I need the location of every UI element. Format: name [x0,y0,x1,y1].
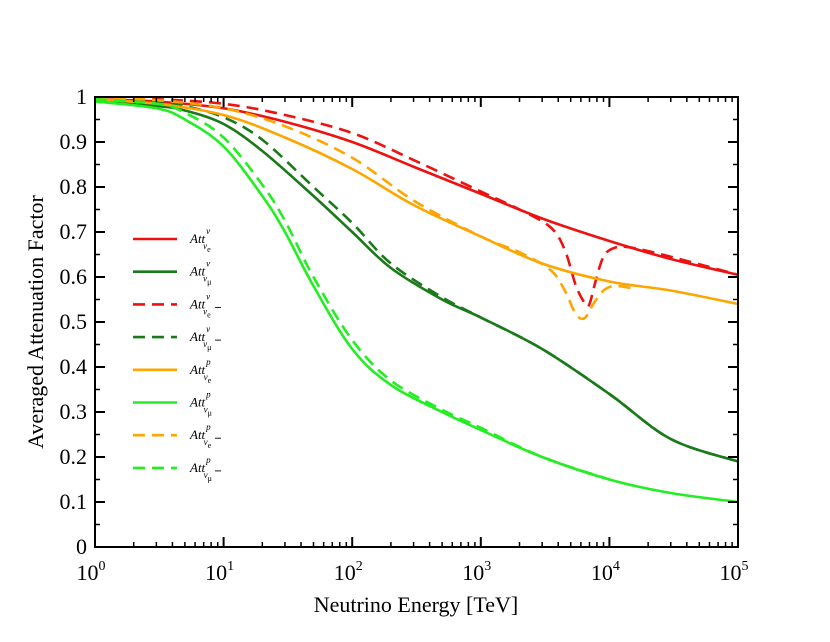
y-tick-label: 0.1 [60,489,88,514]
y-tick-label: 0.8 [60,174,88,199]
legend-label-2: Attν νμ [189,259,211,287]
legend-label-3: Attν νe [189,291,211,319]
x-tick-label: 105 [720,559,749,585]
y-tick-label: 0.7 [60,219,88,244]
y-tick-label: 0.3 [60,399,88,424]
legend-label-8: Attp νμ [189,455,212,483]
y-axis-title: Averaged Attenuation Factor [23,194,48,448]
y-tick-label: 1 [76,84,87,109]
legend-label-4: Attν νμ [189,324,211,352]
series-line-1 [94,97,739,277]
series-line-6 [94,100,739,504]
legend-label-6: Attp νμ [189,390,212,418]
legend-label-5: Attp νe [189,357,212,385]
plot-frame [94,96,739,548]
x-tick-label: 100 [77,559,106,585]
series-line-5 [94,97,739,306]
x-tick-label: 101 [205,559,234,585]
legend-label-7: Attp νe [189,422,212,450]
y-tick-label: 0.5 [60,309,88,334]
series-line-3 [94,96,739,308]
y-tick-label: 0 [76,534,87,559]
tick-layer: 100 101 102 103 104 105 0 0.1 0.2 0.3 0.4 0.5 0.6 0.7… [60,84,749,585]
x-tick-label: 103 [462,559,491,585]
y-tick-label: 0.2 [60,444,88,469]
y-tick-label: 0.6 [60,264,88,289]
legend-label-1: Attν νe [189,226,211,254]
y-tick-label: 0.9 [60,129,88,154]
series-line-8 [94,97,610,481]
x-tick-label: 102 [334,559,363,585]
series-layer [94,96,739,504]
series-line-7 [94,96,633,321]
y-tick-label: 0.4 [60,354,88,379]
x-axis-title: Neutrino Energy [TeV] [314,592,519,617]
legend: Attν νe Attν νμ Attν νe Attν νμ Attp νe Attp νμ Attp… [133,226,221,483]
x-tick-label: 104 [591,559,620,585]
